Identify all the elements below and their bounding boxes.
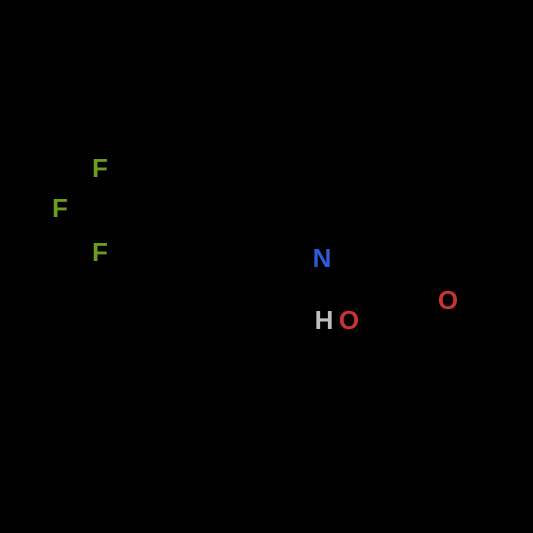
fluorine-label-1: F [92,153,108,183]
nitrogen-label: N [313,243,332,273]
hydroxyl-o: O [339,305,359,335]
molecule-diagram: F F F N O H O [0,0,533,533]
bonds-group [75,172,440,312]
hydroxyl-label: H O [315,305,360,335]
fluorine-label-3: F [92,237,108,267]
fluorine-label-2: F [52,193,68,223]
hydroxyl-h: H [315,305,334,335]
oxygen-double-label: O [438,285,458,315]
